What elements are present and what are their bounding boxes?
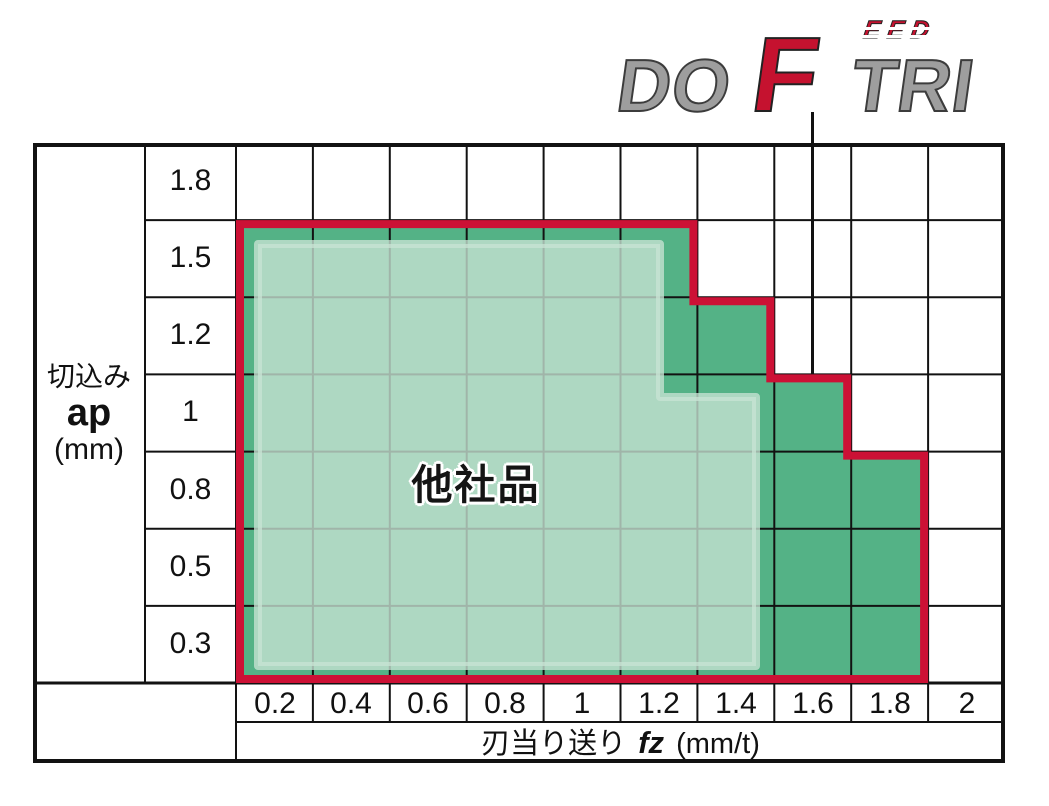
logo-text-eed: EED — [861, 16, 939, 45]
chart-canvas — [33, 143, 1005, 763]
x-tick-1.2: 1.2 — [638, 687, 680, 720]
logo-speed-stripe — [858, 35, 956, 38]
y-tick-0.5: 0.5 — [169, 550, 212, 583]
y-axis-unit: (mm) — [54, 432, 124, 466]
table-border — [33, 143, 1005, 763]
x-tick-2: 2 — [958, 687, 976, 720]
logo-speed-stripe — [859, 27, 957, 30]
x-tick-0.4: 0.4 — [330, 687, 372, 720]
brand-logo: DO F TRI EED — [598, 14, 1042, 135]
competitor-region — [254, 240, 760, 670]
y-tick-1.5: 1.5 — [169, 241, 212, 274]
y-tick-1.8: 1.8 — [169, 164, 212, 197]
competitor-annotation: 他社品 — [411, 462, 541, 508]
x-tick-0.8: 0.8 — [484, 687, 526, 720]
y-tick-1.2: 1.2 — [169, 318, 212, 351]
y-axis-symbol: ap — [66, 391, 112, 434]
x-tick-1.4: 1.4 — [715, 687, 757, 720]
y-axis-title: 切込み ap (mm) — [33, 360, 145, 468]
y-tick-0.8: 0.8 — [169, 473, 212, 506]
x-axis-unit: (mm/t) — [676, 728, 760, 760]
y-tick-1: 1 — [182, 395, 199, 428]
x-axis-title-text: 刃当り送り — [481, 728, 627, 760]
x-tick-1: 1 — [573, 687, 591, 720]
y-axis-title-text: 切込み — [46, 361, 131, 392]
x-tick-1.6: 1.6 — [792, 687, 834, 720]
chart-table — [33, 143, 1005, 763]
x-axis-title: 刃当り送り fz (mm/t) — [236, 725, 1005, 762]
doftri-outline — [236, 220, 929, 683]
x-tick-0.2: 0.2 — [254, 687, 296, 720]
x-tick-0.6: 0.6 — [407, 687, 449, 720]
callout-line — [811, 112, 814, 403]
logo-text-f: F — [744, 15, 827, 135]
logo-text-tri: TRI — [845, 43, 981, 128]
x-axis-symbol: fz — [638, 725, 665, 760]
logo-text-do: DO — [611, 43, 738, 128]
y-tick-0.3: 0.3 — [169, 627, 212, 660]
x-tick-1.8: 1.8 — [869, 687, 911, 720]
